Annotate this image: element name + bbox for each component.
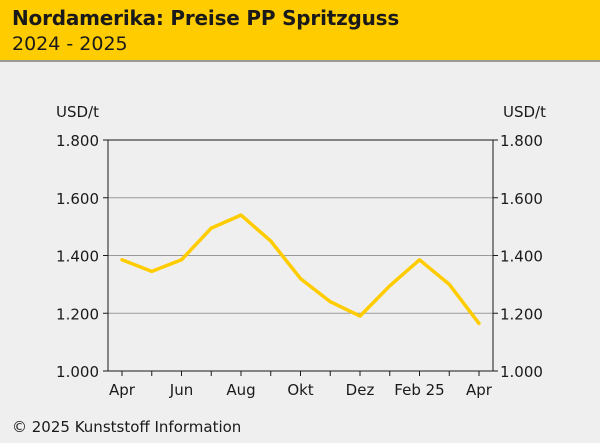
label-layer: 1.000 1.000 1.200 1.200 1.400 1.400 1.600 1.600… <box>56 132 543 399</box>
y-tick-label-right: 1.400 <box>500 248 543 266</box>
x-tick-label: Dez <box>346 381 375 399</box>
y-tick-label-left: 1.200 <box>56 305 99 323</box>
chart-subtitle: 2024 - 2025 <box>12 33 128 55</box>
x-tick-label: Apr <box>109 381 136 399</box>
y-tick-label-right: 1.200 <box>500 305 543 323</box>
price-series-line <box>120 213 481 326</box>
x-tick-label: Aug <box>226 381 255 399</box>
y-tick-label-left: 1.800 <box>56 132 99 150</box>
y-tick-label-right: 1.600 <box>500 190 543 208</box>
copyright-footer: © 2025 Kunststoff Information <box>12 418 242 436</box>
y-tick-label-left: 1.600 <box>56 190 99 208</box>
grid-layer <box>108 197 493 314</box>
x-tick-label: Okt <box>287 381 313 399</box>
y-tick-label-right: 1.800 <box>500 132 543 150</box>
y-tick-label-left: 1.400 <box>56 248 99 266</box>
tick-layer <box>103 139 498 376</box>
y-axis-label-right: USD/t <box>503 103 546 121</box>
x-tick-label: Apr <box>466 381 493 399</box>
chart-header: Nordamerika: Preise PP Spritzguss 2024 -… <box>0 0 600 62</box>
y-tick-label-left: 1.000 <box>56 363 99 381</box>
x-tick-label: Feb 25 <box>394 381 444 399</box>
y-tick-label-right: 1.000 <box>500 363 543 381</box>
y-axis-label-left: USD/t <box>56 103 99 121</box>
x-tick-label: Jun <box>169 381 193 399</box>
chart-title: Nordamerika: Preise PP Spritzguss <box>12 6 400 30</box>
